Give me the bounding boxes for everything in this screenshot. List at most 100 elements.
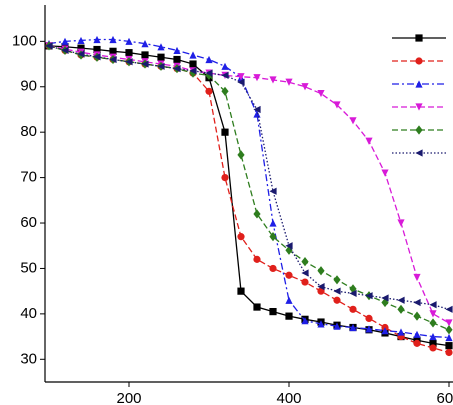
marker [397, 219, 405, 227]
marker [269, 187, 277, 195]
marker [61, 37, 69, 45]
marker [415, 57, 423, 65]
marker [237, 78, 245, 86]
marker [413, 339, 421, 347]
marker [77, 36, 85, 45]
y-tick-label: 40 [20, 305, 37, 322]
marker [397, 296, 405, 304]
marker [445, 342, 453, 350]
marker [189, 67, 197, 75]
marker [429, 310, 437, 318]
y-tick-label: 30 [20, 350, 37, 367]
marker [141, 60, 149, 68]
marker [415, 103, 423, 111]
marker [333, 322, 341, 330]
marker [77, 50, 85, 58]
marker [429, 301, 437, 309]
marker [381, 294, 389, 302]
marker [349, 289, 357, 298]
marker [205, 69, 213, 77]
x-tick-label: 400 [276, 390, 301, 405]
marker [253, 105, 261, 114]
marker [381, 327, 389, 335]
marker [93, 53, 101, 61]
marker [173, 46, 181, 55]
marker [397, 328, 405, 336]
marker [269, 76, 277, 84]
y-tick-label: 50 [20, 259, 37, 276]
marker [253, 209, 261, 219]
marker [77, 44, 85, 52]
marker [157, 43, 165, 51]
x-tick-label: 600 [436, 390, 453, 405]
marker [397, 304, 405, 314]
marker [413, 298, 421, 307]
marker [333, 287, 341, 295]
marker [157, 62, 165, 70]
marker [109, 35, 117, 44]
series-line [48, 38, 450, 339]
marker [445, 348, 453, 357]
y-tick-label: 100 [12, 32, 37, 49]
marker [301, 257, 309, 267]
marker [429, 332, 437, 341]
marker [317, 320, 325, 328]
marker [365, 137, 373, 145]
marker [285, 78, 293, 86]
marker [413, 311, 421, 321]
marker [415, 80, 423, 88]
marker [125, 49, 133, 57]
marker [365, 292, 373, 300]
marker [221, 62, 229, 70]
y-tick-label: 70 [20, 169, 37, 186]
marker [173, 55, 181, 64]
marker [221, 174, 229, 182]
marker [415, 149, 423, 157]
marker [237, 233, 245, 241]
y-tick-label: 80 [20, 123, 37, 140]
marker [317, 89, 325, 98]
y-tick-label: 90 [20, 78, 37, 95]
series-line [48, 45, 450, 347]
marker [349, 323, 357, 332]
marker [445, 305, 453, 313]
marker [237, 287, 245, 295]
marker [189, 60, 197, 68]
marker [445, 325, 453, 335]
marker [269, 232, 277, 242]
marker [381, 169, 389, 177]
marker [317, 283, 325, 291]
marker [141, 51, 149, 59]
marker [189, 51, 197, 59]
marker [237, 150, 245, 160]
marker [221, 128, 229, 136]
marker [349, 117, 357, 125]
marker [109, 55, 117, 64]
marker [237, 73, 245, 81]
marker [317, 266, 325, 276]
marker [93, 45, 101, 54]
marker [45, 42, 53, 50]
marker [221, 71, 229, 80]
marker [173, 64, 181, 73]
marker [205, 87, 213, 95]
marker [157, 53, 165, 61]
y-tick-label: 60 [20, 214, 37, 231]
marker [269, 264, 277, 273]
marker [125, 58, 133, 66]
marker [253, 303, 261, 311]
marker [349, 305, 357, 313]
marker [253, 110, 261, 118]
marker [333, 296, 341, 304]
marker [205, 55, 213, 64]
marker [253, 74, 261, 82]
series-line [48, 45, 450, 354]
marker [317, 287, 325, 295]
marker [429, 318, 437, 328]
series-line [48, 45, 450, 331]
marker [333, 101, 341, 109]
marker [415, 125, 423, 135]
marker [413, 273, 421, 282]
marker [285, 271, 293, 279]
